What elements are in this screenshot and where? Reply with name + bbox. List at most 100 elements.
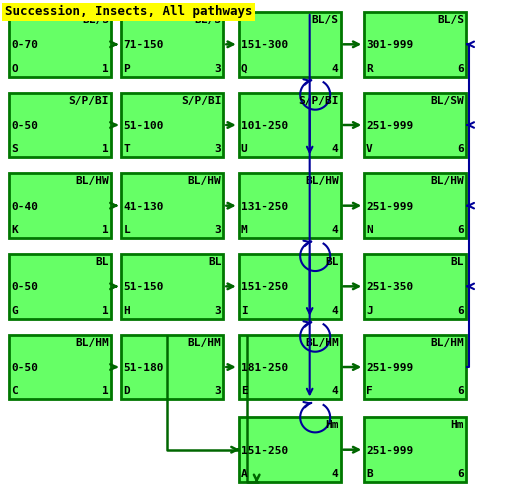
Bar [363,417,465,482]
Text: S/P/BI: S/P/BI [181,96,221,106]
Text: H: H [123,306,130,316]
Bar [121,173,223,238]
Text: 251-350: 251-350 [365,282,413,292]
Text: 151-250: 151-250 [240,446,288,456]
Text: E: E [240,386,247,396]
Text: BL/S: BL/S [436,15,463,25]
Text: BL: BL [325,257,338,267]
Text: 1: 1 [102,386,109,396]
Text: 251-999: 251-999 [365,121,413,131]
Text: M: M [240,225,247,235]
Text: BL/HW: BL/HW [430,176,463,186]
Text: 51-180: 51-180 [123,363,163,373]
Text: 1: 1 [102,144,109,154]
Text: 3: 3 [214,64,221,74]
Text: 0-50: 0-50 [11,121,38,131]
Text: 4: 4 [331,225,338,235]
Text: 251-999: 251-999 [365,202,413,212]
Text: BL/HM: BL/HM [75,338,109,348]
Text: 101-250: 101-250 [240,121,288,131]
Text: S: S [11,144,18,154]
Bar [121,12,223,77]
Text: BL/HM: BL/HM [187,338,221,348]
Bar [9,12,111,77]
Text: 51-150: 51-150 [123,282,163,292]
Bar [9,173,111,238]
Text: K: K [11,225,18,235]
Text: S/P/BI: S/P/BI [298,96,338,106]
Text: 251-999: 251-999 [365,446,413,456]
Text: 4: 4 [331,469,338,479]
Bar [121,254,223,319]
Text: 4: 4 [331,306,338,316]
Bar [238,93,340,157]
Text: 6: 6 [457,144,463,154]
Text: Succession, Insects, All pathways: Succession, Insects, All pathways [5,5,252,18]
Bar [363,93,465,157]
Text: 0-70: 0-70 [11,40,38,50]
Bar [238,335,340,399]
Text: 1: 1 [102,64,109,74]
Text: 51-100: 51-100 [123,121,163,131]
Text: BL/SW: BL/SW [430,96,463,106]
Bar [9,93,111,157]
Text: BL/HM: BL/HM [304,338,338,348]
Text: 1: 1 [102,225,109,235]
Text: I: I [240,306,247,316]
Text: C: C [11,386,18,396]
Text: R: R [365,64,372,74]
Text: U: U [240,144,247,154]
Text: S/P/BI: S/P/BI [69,96,109,106]
Bar [9,254,111,319]
Bar [363,173,465,238]
Text: Hm: Hm [325,420,338,430]
Text: BL/S: BL/S [82,15,109,25]
Text: B: B [365,469,372,479]
Text: 6: 6 [457,386,463,396]
Text: O: O [11,64,18,74]
Text: D: D [123,386,130,396]
Text: T: T [123,144,130,154]
Text: 0-40: 0-40 [11,202,38,212]
Text: A: A [240,469,247,479]
Text: 6: 6 [457,469,463,479]
Text: P: P [123,64,130,74]
Text: 6: 6 [457,225,463,235]
Text: G: G [11,306,18,316]
Bar [238,173,340,238]
Text: 4: 4 [331,144,338,154]
Text: L: L [123,225,130,235]
Text: 0-50: 0-50 [11,282,38,292]
Text: BL/S: BL/S [194,15,221,25]
Bar [363,335,465,399]
Text: 131-250: 131-250 [240,202,288,212]
Text: 3: 3 [214,386,221,396]
Text: 4: 4 [331,386,338,396]
Text: 301-999: 301-999 [365,40,413,50]
Bar [363,254,465,319]
Text: Q: Q [240,64,247,74]
Bar [238,254,340,319]
Text: 181-250: 181-250 [240,363,288,373]
Text: BL/HW: BL/HW [304,176,338,186]
Text: 6: 6 [457,64,463,74]
Bar [121,93,223,157]
Bar [238,12,340,77]
Text: 6: 6 [457,306,463,316]
Bar [363,12,465,77]
Text: 3: 3 [214,144,221,154]
Text: BL: BL [208,257,221,267]
Text: 3: 3 [214,225,221,235]
Text: F: F [365,386,372,396]
Text: N: N [365,225,372,235]
Text: BL/HM: BL/HM [430,338,463,348]
Text: Hm: Hm [450,420,463,430]
Text: 71-150: 71-150 [123,40,163,50]
Text: 1: 1 [102,306,109,316]
Text: BL: BL [450,257,463,267]
Bar [238,417,340,482]
Text: 251-999: 251-999 [365,363,413,373]
Text: BL/HW: BL/HW [187,176,221,186]
Text: 41-130: 41-130 [123,202,163,212]
Text: BL/HW: BL/HW [75,176,109,186]
